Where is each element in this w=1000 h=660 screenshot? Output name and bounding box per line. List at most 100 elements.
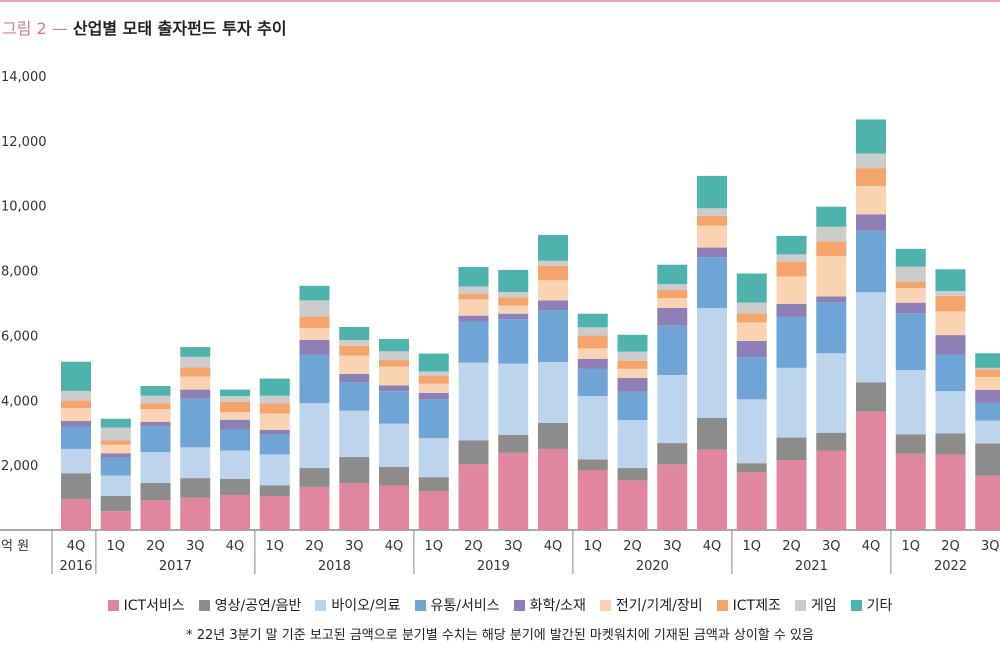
bar-segment <box>577 358 608 369</box>
legend-swatch <box>850 600 862 611</box>
bar-segment <box>498 291 529 298</box>
x-tick-label: 2Q <box>623 539 642 554</box>
bar-segment <box>816 432 847 451</box>
bar-segment <box>577 470 608 530</box>
bar-segment <box>220 419 250 430</box>
bar-segment <box>856 153 886 169</box>
bar-segment <box>339 410 370 458</box>
bar-segment <box>657 374 688 444</box>
x-tick-label: 4Q <box>385 539 404 554</box>
bar-segment <box>220 450 250 479</box>
bar-segment <box>379 423 409 467</box>
bar-segment <box>140 422 171 427</box>
bar-segment <box>776 303 807 317</box>
bar-segment <box>895 302 926 314</box>
legend-item: 기타 <box>850 595 893 615</box>
legend-label: ICT제조 <box>732 598 781 614</box>
bar-segment <box>140 386 171 396</box>
bar-segment <box>776 367 807 438</box>
x-tick-label: 2Q <box>941 539 960 554</box>
bar-segment <box>100 495 131 512</box>
legend-item: 전기/기계/장비 <box>599 595 703 615</box>
bar-segment <box>299 339 330 355</box>
bar-segment <box>259 413 290 430</box>
bar-segment <box>935 354 966 392</box>
x-tick-label: 3Q <box>186 539 205 554</box>
bar-segment <box>180 447 211 479</box>
bar-segment <box>617 334 648 352</box>
bar-segment <box>856 185 886 215</box>
bar-segment <box>577 313 608 328</box>
bar-segment <box>975 443 1000 476</box>
bar-segment <box>856 214 886 231</box>
bar-segment <box>140 395 171 404</box>
bar-segment <box>100 457 131 476</box>
bar-segment <box>577 396 608 460</box>
bar-segment <box>220 412 250 420</box>
bar-segment <box>975 475 1000 530</box>
bar-segment <box>339 382 370 411</box>
bar-segment <box>617 468 648 481</box>
top-rule <box>0 0 1000 2</box>
bar-segment <box>458 464 489 530</box>
bar-segment <box>816 296 847 303</box>
bar-segment <box>339 482 370 530</box>
bar-segment <box>100 453 131 458</box>
legend-label: 기타 <box>866 598 893 614</box>
bar-segment <box>816 226 847 242</box>
bar-segment <box>538 310 568 363</box>
bar-segment <box>299 486 330 530</box>
bar-segment <box>299 403 330 469</box>
bar-segment <box>736 302 767 314</box>
chart-title-row: 그림 2 — 산업별 모태 출자펀드 투자 추이 <box>2 15 287 39</box>
x-tick-label: 1Q <box>424 539 443 554</box>
bar-segment <box>935 454 966 530</box>
y-tick-label: 2,000 <box>1 459 38 474</box>
y-tick-label: 6,000 <box>1 329 38 344</box>
figure-number: 그림 2 <box>2 19 47 38</box>
legend-item: 영상/공연/음반 <box>198 595 301 615</box>
bar-segment <box>259 403 290 414</box>
bar-segment <box>895 248 926 267</box>
bar-segment <box>697 257 727 309</box>
x-tick-label: 1Q <box>265 539 284 554</box>
x-tick-label: 2Q <box>146 539 165 554</box>
stacked-bar-chart: 2,000 4,000 6,000 8,000 10,000 12,000 14,000 20… <box>0 70 1000 574</box>
legend-swatch <box>414 600 426 611</box>
x-tick-label: 3Q <box>345 539 364 554</box>
bar-segment <box>697 175 727 209</box>
bar-segment <box>736 313 767 323</box>
bar-segment <box>140 452 171 483</box>
bar-segment <box>180 497 211 530</box>
legend-swatch <box>599 600 611 611</box>
legend-item: 유통/서비스 <box>414 595 500 615</box>
bar-segment <box>100 427 131 441</box>
bar-segment <box>697 208 727 216</box>
bar-segment <box>657 464 688 530</box>
legend-swatch <box>198 600 210 611</box>
bar-segment <box>736 399 767 464</box>
bar-segment <box>776 460 807 530</box>
bar-segment <box>220 401 250 413</box>
bar-segment <box>259 434 290 455</box>
bar-segment <box>180 347 211 357</box>
bar-segment <box>617 368 648 378</box>
bar-segment <box>856 230 886 293</box>
bar-segment <box>61 448 91 474</box>
bar-segment <box>220 494 250 530</box>
bar-segment <box>975 353 1000 368</box>
bar-segment <box>299 327 330 340</box>
bar-segment <box>697 225 727 248</box>
legend-swatch <box>513 600 525 611</box>
bar-segment <box>458 321 489 363</box>
bar-segment <box>975 402 1000 421</box>
bar-segment <box>220 389 250 397</box>
bar-segment <box>577 459 608 471</box>
bar-segment <box>100 418 131 428</box>
year-label: 2019 <box>477 559 510 574</box>
bar-segment <box>299 285 330 301</box>
bar-segment <box>140 500 171 530</box>
y-tick-label: 4,000 <box>1 394 38 409</box>
bar-segment <box>458 440 489 465</box>
bar-segment <box>458 315 489 322</box>
